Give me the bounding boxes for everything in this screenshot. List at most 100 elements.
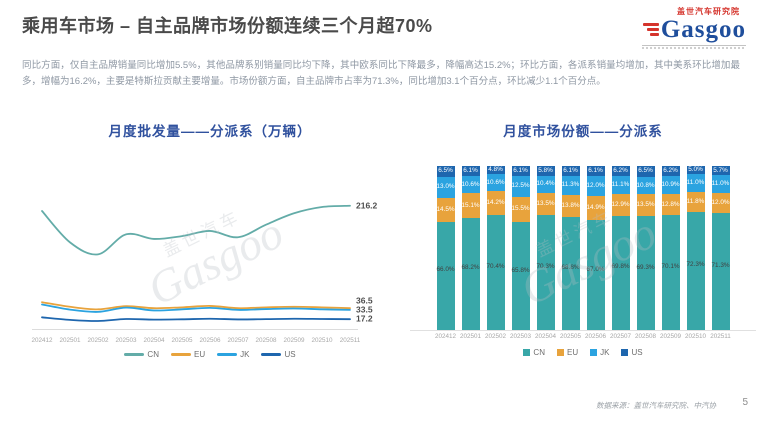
bar-segment-us: 6.5%: [436, 166, 455, 177]
bar-segment-cn: 71.3%: [711, 213, 730, 330]
bar-segment-label: 10.8%: [636, 181, 655, 189]
bar-segment-label: 6.5%: [638, 167, 653, 175]
x-tick-label: 202508: [634, 333, 656, 340]
bar-segment-eu: 14.2%: [486, 191, 505, 215]
legend-label: CN: [147, 350, 159, 359]
bar-segment-label: 68.2%: [461, 264, 480, 272]
bar-segment-us: 5.8%: [536, 166, 555, 176]
bar-segment-label: 6.2%: [663, 166, 678, 174]
bar-segment-us: 6.1%: [511, 166, 530, 177]
bar-segment-label: 15.1%: [461, 201, 480, 209]
bar-segment-us: 6.1%: [561, 166, 580, 177]
bar-segment-label: 10.6%: [486, 178, 505, 186]
bar-segment-label: 70.1%: [661, 262, 680, 270]
bar-segment-eu: 14.9%: [586, 195, 605, 221]
legend-square-swatch: [590, 349, 598, 356]
bar-segment-cn: 70.1%: [661, 215, 680, 330]
bar-segment-label: 13.8%: [561, 201, 580, 209]
x-tick-label: 202503: [115, 337, 137, 344]
bar-segment-eu: 12.8%: [661, 194, 680, 216]
legend-item-cn: CN: [523, 348, 545, 357]
legend-label: US: [631, 348, 643, 357]
wholesale-line-chart-section: 月度批发量——分派系（万辆） 盖世汽车 Gasgoo 202412 202501 2…: [26, 120, 394, 370]
bar-segment-jk: 10.9%: [661, 176, 680, 195]
logo-top-text: 盖世汽车研究院: [677, 7, 740, 16]
bar-segment-label: 5.8%: [538, 166, 553, 174]
bar-202511: 5.7% 11.0% 12.0% 71.3%: [711, 166, 730, 330]
bar-segment-label: 12.5%: [511, 182, 530, 190]
summary-text: 同比方面，仅自主品牌销量同比增加5.5%，其他品牌系别销量同比均下降，其中欧系同…: [22, 60, 740, 87]
legend-label: JK: [240, 350, 250, 359]
bar-segment-jk: 10.6%: [486, 173, 505, 192]
logo-wordmark: Gasgoo: [630, 17, 746, 42]
series-end-label: 36.5: [356, 295, 373, 305]
bar-segment-cn: 65.8%: [511, 222, 530, 330]
line-series-jk: [41, 303, 351, 313]
x-tick-label: 202503: [509, 333, 531, 340]
bar-segment-jk: 12.5%: [511, 176, 530, 197]
bar-segment-jk: 11.3%: [561, 176, 580, 195]
x-tick-label: 202505: [559, 333, 581, 340]
bar-segment-label: 66.0%: [436, 266, 455, 274]
bar-segment-label: 5.0%: [688, 165, 703, 173]
bar-segment-jk: 10.8%: [636, 176, 655, 195]
bar-segment-label: 12.0%: [711, 199, 730, 207]
x-tick-label: 202509: [283, 337, 305, 344]
x-tick-label: 202507: [609, 333, 631, 340]
line-chart: 202412 202501 202502 202503 202504 202505 2025…: [31, 200, 377, 344]
legend-label: JK: [600, 348, 610, 357]
legend-square-swatch: [621, 349, 629, 356]
bar-segment-label: 14.2%: [486, 198, 505, 206]
legend-line-swatch: [217, 353, 238, 356]
logo-tagline-rule: [642, 45, 746, 49]
x-tick-label: 202508: [255, 337, 277, 344]
gasgoo-logo: 盖世汽车研究院 Gasgoo: [630, 6, 746, 49]
bar-202412: 6.5% 13.0% 14.5% 66.0%: [436, 166, 455, 330]
x-tick-label: 202504: [143, 337, 165, 344]
bar-segment-label: 12.8%: [661, 200, 680, 208]
bar-segment-jk: 13.0%: [436, 176, 455, 198]
bar-segment-cn: 69.8%: [611, 215, 630, 330]
bar-segment-label: 10.9%: [661, 180, 680, 188]
bar-202506: 6.1% 12.0% 14.9% 67.0%: [586, 166, 605, 330]
bar-segment-label: 11.0%: [711, 180, 730, 188]
bar-segment-cn: 67.0%: [586, 220, 605, 330]
bar-segment-us: 6.2%: [611, 166, 630, 177]
bar-segment-eu: 13.8%: [561, 194, 580, 218]
bar-segment-label: 6.1%: [563, 166, 578, 174]
x-tick-label: 202510: [684, 333, 706, 340]
share-bar-chart-section: 月度市场份额——分派系 盖世汽车 Gasgoo 6.5% 13.0% 14.5% 66…: [410, 120, 756, 370]
bar-202503: 6.1% 12.5% 15.5% 65.8%: [511, 166, 530, 330]
bar-segment-us: 6.1%: [586, 166, 605, 177]
bar-segment-cn: 68.8%: [561, 217, 580, 330]
legend-square-swatch: [523, 349, 531, 356]
bar-segment-label: 13.5%: [536, 199, 555, 207]
bar-segment-eu: 15.5%: [511, 196, 530, 223]
line-series-us: [41, 316, 351, 322]
x-tick-label: 202507: [227, 337, 249, 344]
series-end-label: 17.2: [356, 314, 373, 324]
bar-segment-label: 15.5%: [511, 205, 530, 213]
bar-segment-jk: 10.4%: [536, 175, 555, 193]
bar-segment-label: 6.1%: [463, 166, 478, 174]
bar-segment-us: 6.1%: [461, 166, 480, 177]
line-chart-title: 月度批发量——分派系（万辆）: [108, 124, 312, 139]
legend-label: EU: [566, 348, 579, 357]
bar-segment-label: 68.8%: [561, 263, 580, 271]
bar-segment-label: 70.3%: [536, 262, 555, 270]
x-tick-label: 202412: [434, 333, 456, 340]
x-tick-label: 202510: [311, 337, 333, 344]
bar-segment-eu: 12.0%: [711, 193, 730, 214]
bar-segment-label: 13.0%: [436, 183, 455, 191]
bar-segment-us: 5.7%: [711, 166, 730, 176]
bar-segment-label: 11.1%: [611, 181, 630, 189]
bar-x-axis-labels: 202412 202501 202502 202503 202504 202505 2025…: [410, 333, 756, 340]
data-source-note: 数据来源：盖世汽车研究院、中汽协: [596, 401, 716, 410]
bar-202501: 6.1% 10.6% 15.1% 68.2%: [461, 166, 480, 330]
bar-segment-cn: 70.4%: [486, 214, 505, 330]
bar-segment-label: 6.2%: [613, 166, 628, 174]
legend-item-us: US: [261, 350, 296, 359]
bar-segment-label: 69.3%: [636, 263, 655, 271]
legend-square-swatch: [556, 349, 564, 356]
bar-segment-label: 6.1%: [513, 166, 528, 174]
